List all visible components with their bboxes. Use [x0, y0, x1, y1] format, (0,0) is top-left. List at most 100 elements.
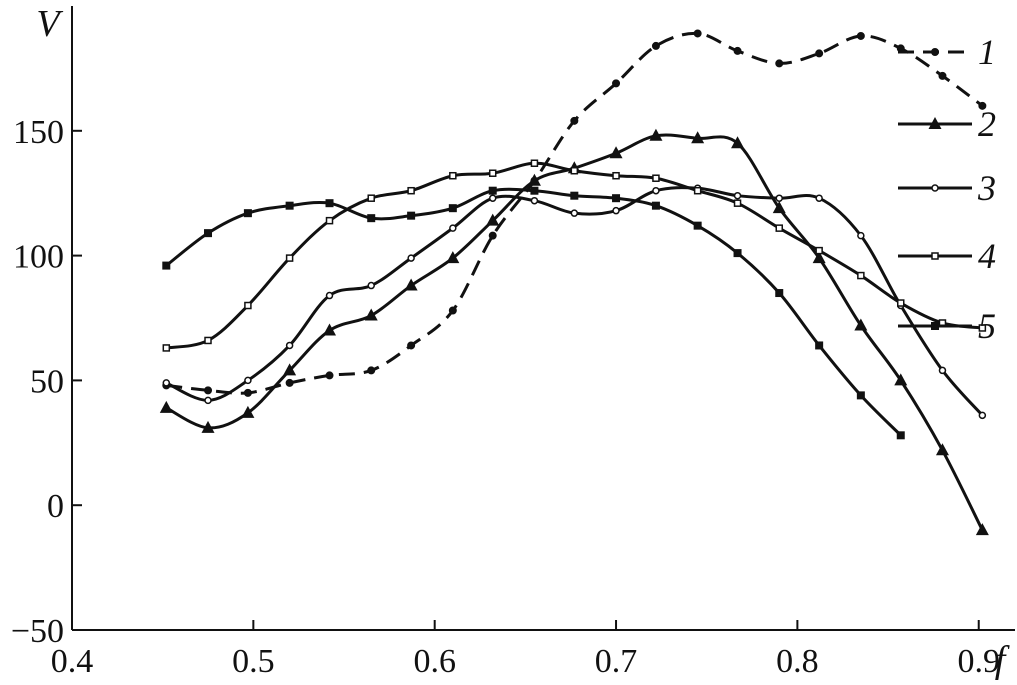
series-1-point: [285, 378, 294, 387]
series-5-point: [693, 221, 702, 230]
series-3-point: [938, 366, 947, 375]
series-2-point: [527, 173, 541, 186]
series-1-point: [325, 371, 334, 380]
legend-label: 5: [978, 306, 996, 346]
series-1-point: [815, 49, 824, 58]
series-2-point: [894, 373, 908, 386]
x-tick-label: 0.5: [232, 643, 275, 680]
y-tick-label: 150: [13, 114, 64, 151]
series-2-point: [364, 308, 378, 321]
legend-label: 4: [978, 236, 996, 276]
series-5-point: [612, 194, 621, 203]
series-1: [162, 29, 987, 397]
x-tick-label: 0.7: [595, 643, 638, 680]
series-2-point: [241, 405, 255, 418]
x-tick-label: 0.8: [776, 643, 819, 680]
chart-series: [159, 29, 989, 536]
legend-item-5: 5: [898, 306, 996, 346]
series-2-point: [201, 420, 215, 433]
legend-item-2: 2: [898, 104, 996, 144]
series-3-point: [244, 376, 252, 385]
series-5-point: [367, 214, 376, 223]
chart-axes: 0.4 0.5 0.6 0.7 0.8 0.9 −50 0 50 100 150 Vf: [11, 3, 1015, 681]
series-4-point: [775, 224, 783, 232]
series-3-point: [488, 194, 497, 202]
series-3-point: [407, 254, 415, 262]
legend-swatch-marker: [928, 117, 942, 129]
series-3-point: [815, 194, 823, 202]
series-1-point: [488, 231, 497, 240]
series-1-point: [204, 386, 213, 395]
series-5-point: [243, 209, 252, 218]
series-5-point: [285, 201, 294, 210]
series-5-point: [448, 204, 457, 213]
series-5: [162, 186, 905, 440]
y-tick-label: 50: [30, 363, 64, 400]
series-1-line: [166, 31, 984, 395]
series-4-point: [612, 171, 620, 180]
series-4-point: [693, 186, 702, 195]
series-2-point: [975, 523, 989, 536]
series-4-point: [244, 301, 252, 310]
series-5-point: [325, 199, 334, 208]
series-3-point: [733, 191, 742, 200]
legend-label: 1: [978, 32, 996, 72]
series-1-point: [938, 71, 947, 80]
series-5-point: [733, 249, 742, 258]
series-2-point: [772, 201, 786, 214]
series-1-point: [407, 341, 416, 350]
series-3-point: [978, 411, 987, 420]
y-axis-title: V: [36, 3, 63, 45]
legend-swatch-marker: [931, 322, 939, 330]
legend-item-1: 1: [898, 32, 996, 72]
legend-swatch-marker: [931, 48, 939, 56]
series-4-point: [449, 171, 457, 180]
series-2-point: [731, 136, 745, 149]
series-3-point: [612, 206, 620, 215]
series-5-point: [896, 431, 905, 440]
series-4-point: [897, 299, 905, 307]
legend-label: 3: [977, 168, 996, 208]
series-3-point: [775, 194, 783, 202]
y-tick-label: −50: [11, 613, 64, 650]
series-3-point: [530, 196, 539, 205]
series-4-point: [367, 194, 375, 202]
series-4-point: [325, 216, 334, 225]
series-2-point: [649, 128, 663, 141]
series-2-point: [935, 443, 949, 456]
x-axis-title: f: [995, 639, 1010, 681]
series-4-point: [162, 344, 171, 352]
series-3-point: [325, 291, 334, 300]
y-tick-label: 100: [13, 239, 64, 276]
series-2-point: [283, 363, 297, 376]
legend-swatch-marker: [931, 184, 939, 192]
series-2-point: [404, 278, 418, 291]
legend-item-3: 3: [898, 168, 996, 208]
x-tick-label: 0.4: [51, 643, 94, 680]
series-4-point: [488, 169, 497, 177]
series-2-point: [446, 251, 460, 264]
chart-legend: 1 2 3 4 5: [898, 32, 996, 346]
series-5-point: [162, 261, 171, 270]
series-2-point: [486, 213, 500, 226]
series-4-point: [857, 271, 865, 280]
series-3-point: [204, 396, 212, 405]
series-1-point: [243, 388, 252, 397]
series-4-point: [733, 199, 742, 207]
series-1-point: [612, 79, 621, 88]
series-4-point: [978, 324, 987, 332]
series-4-point: [530, 159, 539, 167]
legend-swatch-marker: [931, 252, 939, 260]
series-4: [162, 159, 987, 352]
series-5-point: [204, 229, 213, 238]
series-5-point: [815, 341, 824, 350]
series-1-point: [978, 101, 987, 110]
series-5-line: [165, 187, 902, 437]
legend-item-4: 4: [898, 236, 996, 276]
y-tick-label: 0: [47, 488, 64, 525]
series-4-point: [652, 174, 660, 182]
series-5-point: [407, 211, 416, 220]
series-2-point: [854, 318, 868, 331]
series-3-point: [285, 341, 294, 350]
